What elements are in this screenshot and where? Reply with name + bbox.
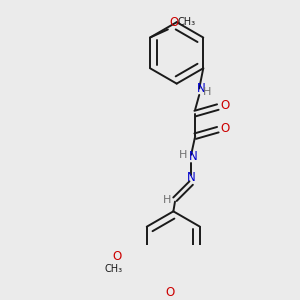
Text: O: O [112,250,122,263]
Text: CH₃: CH₃ [178,17,196,27]
Text: H: H [179,150,187,160]
Text: H: H [163,195,171,205]
Text: O: O [166,286,175,299]
Text: N: N [197,82,206,95]
Text: CH₃: CH₃ [105,264,123,274]
Text: N: N [187,171,196,184]
Text: O: O [169,16,179,28]
Text: O: O [220,99,230,112]
Text: N: N [188,150,197,163]
Text: O: O [220,122,230,135]
Text: H: H [203,87,212,97]
